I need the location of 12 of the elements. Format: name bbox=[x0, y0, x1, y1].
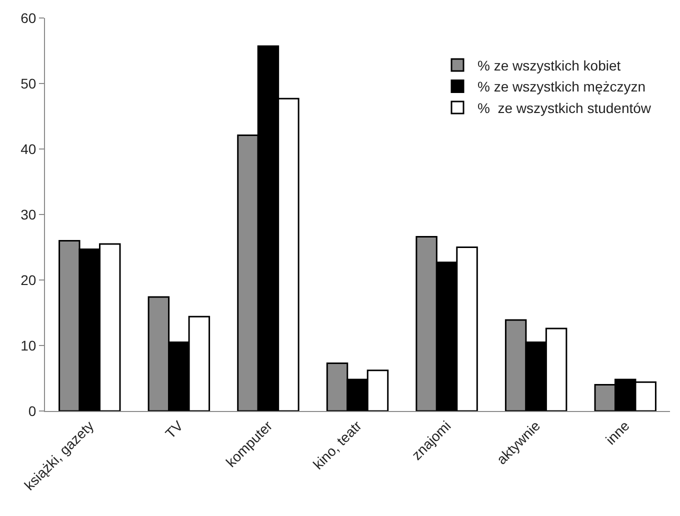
x-tick-label: inne bbox=[602, 417, 633, 448]
y-tick-label: 20 bbox=[20, 272, 36, 288]
x-tick-label: TV bbox=[162, 417, 186, 442]
y-tick-label: 0 bbox=[28, 402, 36, 419]
y-tick-label: 30 bbox=[20, 206, 36, 222]
legend-label: % ze wszystkich mężczyzn bbox=[478, 78, 646, 95]
legend-label: % ze wszystkich studentów bbox=[478, 100, 652, 116]
y-tick-label: 40 bbox=[20, 140, 36, 157]
legend-label: % ze wszystkich kobiet bbox=[478, 58, 621, 74]
y-tick-label: 10 bbox=[20, 337, 36, 354]
y-tick-label: 50 bbox=[20, 75, 36, 92]
y-tick-label: 60 bbox=[20, 10, 36, 26]
